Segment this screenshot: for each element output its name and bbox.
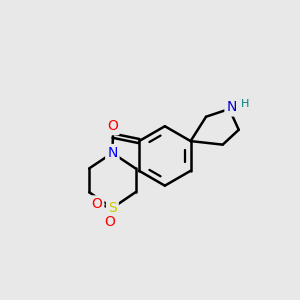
- Text: S: S: [108, 201, 117, 215]
- Text: N: N: [107, 146, 118, 160]
- Text: H: H: [241, 99, 249, 109]
- Text: O: O: [92, 197, 102, 212]
- Text: O: O: [105, 215, 116, 229]
- Text: N: N: [226, 100, 237, 115]
- Text: O: O: [107, 119, 118, 133]
